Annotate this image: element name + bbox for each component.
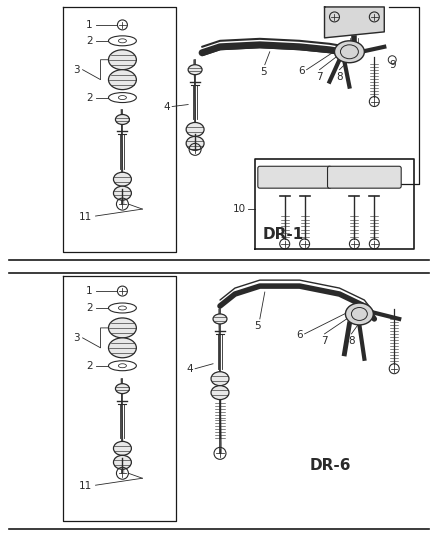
Polygon shape <box>325 7 384 38</box>
Text: 8: 8 <box>348 336 355 346</box>
Text: 2: 2 <box>86 93 92 102</box>
Ellipse shape <box>116 384 129 393</box>
Text: 2: 2 <box>86 361 92 371</box>
Text: DR-1: DR-1 <box>263 227 304 242</box>
Text: 1: 1 <box>86 20 92 30</box>
Ellipse shape <box>186 123 204 136</box>
Ellipse shape <box>113 172 131 186</box>
Text: 2: 2 <box>86 303 92 313</box>
Ellipse shape <box>346 303 373 325</box>
Text: 4: 4 <box>163 101 170 111</box>
Ellipse shape <box>211 372 229 386</box>
Text: 9: 9 <box>389 60 396 70</box>
Text: 11: 11 <box>79 212 92 222</box>
Ellipse shape <box>113 455 131 469</box>
Text: 11: 11 <box>79 481 92 491</box>
Ellipse shape <box>186 136 204 150</box>
Ellipse shape <box>109 50 136 70</box>
Text: DR-6: DR-6 <box>310 458 351 473</box>
Text: 7: 7 <box>316 71 323 82</box>
Text: 4: 4 <box>187 364 193 374</box>
Text: 6: 6 <box>296 330 303 340</box>
Text: 3: 3 <box>73 333 80 343</box>
Text: 2: 2 <box>86 36 92 46</box>
Ellipse shape <box>116 115 129 124</box>
Text: 6: 6 <box>298 66 304 76</box>
Ellipse shape <box>113 441 131 455</box>
Text: 5: 5 <box>254 321 261 331</box>
Text: 7: 7 <box>321 336 328 346</box>
Ellipse shape <box>188 64 202 75</box>
FancyBboxPatch shape <box>258 166 332 188</box>
Text: 3: 3 <box>73 64 80 75</box>
Ellipse shape <box>211 386 229 400</box>
Ellipse shape <box>109 338 136 358</box>
Ellipse shape <box>109 318 136 338</box>
Ellipse shape <box>335 41 364 63</box>
Text: 1: 1 <box>86 286 92 296</box>
FancyBboxPatch shape <box>328 166 401 188</box>
Ellipse shape <box>109 70 136 90</box>
Ellipse shape <box>113 186 131 200</box>
Text: 10: 10 <box>233 204 246 214</box>
Ellipse shape <box>213 314 227 324</box>
Text: 5: 5 <box>261 67 267 77</box>
Text: 8: 8 <box>336 71 343 82</box>
